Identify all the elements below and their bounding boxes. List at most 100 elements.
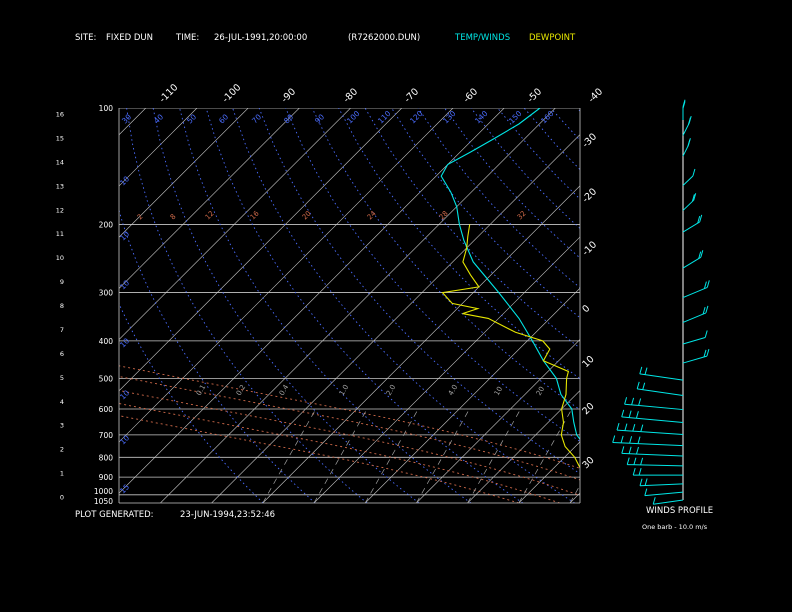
isotherm-top-label: -50	[525, 86, 544, 105]
wind-barb-flag	[644, 478, 648, 486]
theta-left-label: 15	[118, 482, 131, 495]
height-tick-label: 1	[60, 470, 64, 478]
theta-e-label: 12	[204, 209, 216, 221]
winds-profile-title: WINDS PROFILE	[646, 506, 714, 516]
winds-profile-note: One barb - 10.0 m/s	[642, 523, 708, 531]
dry-adiabat-line	[285, 108, 580, 443]
isotherm-top-label: -90	[279, 86, 298, 105]
pressure-tick-label: 700	[99, 431, 114, 440]
wind-barb	[682, 199, 695, 211]
dry-adiabat-line	[179, 108, 472, 503]
isotherm-line	[119, 108, 300, 289]
wind-barb-flag	[640, 457, 644, 466]
pressure-tick-label: 1050	[94, 497, 113, 506]
wind-barb-flag	[632, 467, 636, 476]
wind-barb-flag	[616, 422, 620, 431]
isotherm-line	[119, 108, 351, 341]
mixing-ratio-line	[262, 408, 317, 503]
isotherm-line	[672, 108, 792, 503]
mixing-ratio-label: 10	[493, 385, 504, 397]
isotherm-top-label: -80	[341, 86, 360, 105]
isotherm-top-label: -70	[402, 86, 421, 105]
header-file-id: (R7262000.DUN)	[348, 33, 421, 43]
pressure-tick-label: 900	[99, 473, 114, 482]
wind-barb	[624, 403, 684, 411]
height-tick-label: 4	[60, 398, 64, 406]
pressure-tick-label: 1000	[94, 487, 113, 496]
theta-e-label: 20	[301, 209, 313, 221]
isotherm-top-label: -100	[220, 82, 243, 105]
isotherm-right-label: 0	[580, 303, 592, 315]
mixing-ratio-label: 4.0	[447, 383, 459, 397]
wind-barb-flag	[635, 411, 639, 419]
wind-barb-flag	[636, 446, 639, 455]
wind-barb-flag	[693, 193, 697, 201]
wind-barb-flag	[621, 446, 625, 454]
isotherm-line	[518, 441, 580, 503]
isotherm-top-label: -40	[586, 86, 605, 105]
wind-barb	[621, 452, 684, 457]
theta-left-label: 10	[118, 174, 131, 187]
mixing-ratio-label: 0.2	[235, 383, 247, 397]
wind-barb	[639, 483, 684, 487]
dry-adiabat-line	[126, 108, 368, 503]
wind-barb	[682, 355, 708, 364]
wind-barb	[682, 337, 706, 345]
isotherm-line	[569, 492, 580, 503]
height-tick-label: 11	[56, 230, 64, 238]
wind-barb-flag	[621, 409, 625, 418]
moist-adiabat-line	[119, 415, 519, 503]
height-tick-label: 16	[56, 111, 64, 119]
wind-barb-flag	[644, 367, 648, 375]
height-tick-label: 5	[60, 374, 64, 382]
wind-barb-flag	[624, 397, 628, 405]
legend-temp-winds: TEMP/WINDS	[455, 33, 511, 43]
height-tick-label: 8	[60, 302, 64, 310]
wind-barb-flag	[620, 435, 624, 444]
theta-e-label: 24	[366, 209, 378, 221]
wind-barb	[621, 416, 684, 423]
wind-barb-flag	[703, 281, 707, 289]
theta-e-label: 28	[438, 209, 450, 221]
theta-label: 110	[376, 109, 393, 126]
wind-barb	[639, 373, 684, 381]
pressure-tick-label: 100	[99, 104, 114, 113]
wind-barb-flag	[697, 215, 701, 224]
pressure-tick-label: 400	[99, 337, 114, 346]
mixing-ratio-line	[313, 408, 368, 503]
wind-barb-flag	[700, 250, 704, 258]
wind-barb-flag	[631, 397, 635, 406]
plot-area	[119, 108, 792, 503]
wind-barb	[682, 256, 702, 269]
moist-adiabat-line	[119, 376, 580, 481]
height-tick-label: 15	[56, 134, 64, 142]
dry-adiabat-line	[338, 108, 580, 380]
isotherm-line	[160, 108, 556, 503]
wind-barb-flag	[633, 457, 637, 465]
footer-generated-value: 23-JUN-1994,23:52:46	[180, 510, 276, 520]
dry-adiabat-line	[417, 108, 580, 289]
moist-adiabat-line	[119, 390, 580, 496]
isotherm-right-label: -20	[580, 186, 599, 205]
wind-barb-flag	[644, 488, 648, 496]
theta-e-label: 32	[516, 209, 528, 221]
isotherm-line	[416, 338, 580, 503]
wind-barb-flag	[692, 168, 696, 177]
height-tick-label: 10	[56, 254, 64, 262]
mixing-ratio-label: 0.1	[195, 383, 207, 397]
mixing-ratio-line	[569, 484, 580, 503]
wind-barb-flag	[687, 117, 691, 125]
wind-barb-flag	[632, 423, 636, 432]
mixing-ratio-line	[364, 408, 419, 503]
header-site-label: SITE:	[75, 33, 97, 43]
dry-adiabat-line	[630, 108, 792, 503]
isotherm-line	[119, 108, 454, 443]
wind-barb	[612, 442, 684, 447]
height-tick-label: 0	[60, 494, 64, 502]
wind-barb-flag	[703, 349, 707, 358]
wind-barb	[637, 388, 684, 396]
wind-barb-flag	[639, 478, 643, 486]
wind-barb-flag	[682, 101, 686, 109]
mixing-ratio-line	[467, 408, 521, 503]
theta-e-label: 16	[249, 209, 261, 221]
